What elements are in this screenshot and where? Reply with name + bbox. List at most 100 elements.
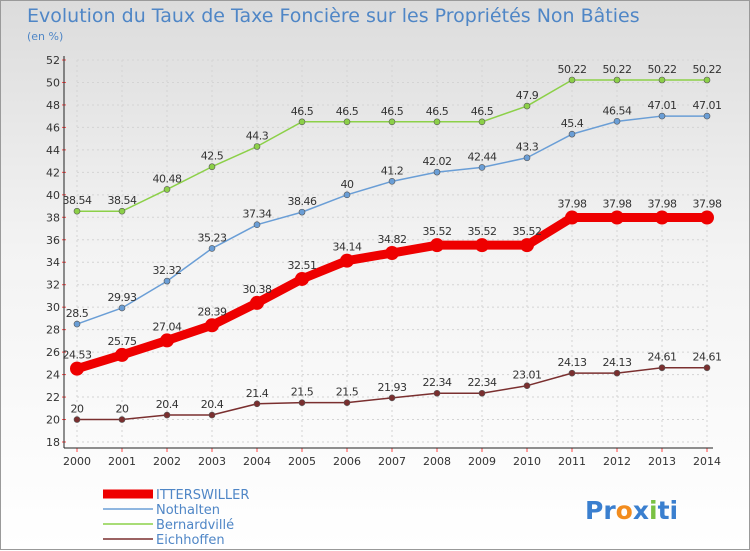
data-point — [565, 210, 579, 225]
x-tick-label: 2004 — [243, 455, 271, 468]
data-label: 35.52 — [468, 225, 497, 238]
data-label: 46.5 — [471, 105, 494, 118]
data-label: 24.61 — [693, 351, 722, 364]
data-label: 44.3 — [246, 130, 269, 143]
data-point — [478, 118, 486, 126]
brand-logo: Proxiti — [585, 496, 678, 525]
data-point — [433, 118, 441, 126]
data-label: 37.98 — [603, 198, 632, 211]
data-label: 42.44 — [468, 150, 497, 163]
data-label: 21.5 — [291, 386, 314, 399]
data-point — [253, 143, 261, 150]
data-label: 38.54 — [63, 194, 92, 207]
data-point — [520, 238, 534, 253]
data-point — [250, 295, 264, 310]
chart-unit: (en %) — [27, 30, 64, 43]
data-label: 46.5 — [381, 105, 404, 118]
data-point — [658, 364, 666, 372]
data-label: 30.38 — [243, 283, 272, 296]
data-label: 37.34 — [243, 208, 272, 221]
data-label: 46.5 — [291, 105, 314, 118]
data-point — [295, 271, 309, 286]
data-point — [613, 76, 621, 84]
data-point — [73, 207, 81, 215]
data-label: 38.54 — [108, 194, 137, 207]
data-label: 35.52 — [423, 225, 452, 238]
data-point — [430, 238, 444, 253]
x-tick-label: 2010 — [513, 455, 541, 468]
x-tick-label: 2005 — [288, 455, 316, 468]
data-label: 38.46 — [288, 195, 317, 208]
data-point — [163, 411, 171, 419]
y-tick-label: 44 — [46, 144, 60, 157]
data-label: 40 — [341, 178, 354, 191]
data-point — [610, 210, 624, 225]
brand-logo-part: x — [633, 496, 649, 525]
brand-logo-part: o — [616, 496, 633, 525]
data-point — [253, 400, 261, 408]
data-point — [613, 369, 621, 377]
data-point — [163, 277, 171, 285]
data-label: 25.75 — [108, 335, 137, 348]
data-point — [388, 394, 396, 402]
data-point — [523, 102, 531, 110]
data-label: 28.5 — [66, 307, 89, 320]
data-label: 45.4 — [561, 117, 584, 130]
data-point — [163, 186, 171, 193]
data-point — [205, 318, 219, 333]
data-label: 47.9 — [516, 89, 539, 102]
data-label: 22.34 — [423, 376, 452, 389]
y-tick-label: 32 — [46, 279, 60, 292]
data-label: 20.4 — [201, 398, 224, 411]
data-label: 50.22 — [648, 63, 677, 76]
data-point — [118, 416, 126, 423]
data-point — [208, 411, 216, 419]
y-tick-label: 24 — [46, 369, 60, 382]
data-label: 40.48 — [153, 172, 182, 185]
data-point — [658, 76, 666, 84]
x-tick-label: 2011 — [558, 455, 586, 468]
y-tick-label: 20 — [46, 414, 60, 427]
y-tick-label: 38 — [46, 211, 60, 224]
data-label: 20 — [71, 403, 84, 416]
data-label: 27.04 — [153, 320, 182, 333]
brand-logo-part: Pr — [585, 496, 616, 525]
data-label: 22.34 — [468, 376, 497, 389]
x-tick-label: 2002 — [153, 455, 181, 468]
data-label: 21.93 — [378, 381, 407, 394]
y-tick-label: 46 — [46, 121, 60, 134]
data-label: 37.98 — [558, 198, 587, 211]
data-label: 35.23 — [198, 231, 227, 244]
data-label: 41.2 — [381, 164, 404, 177]
data-label: 32.51 — [288, 259, 317, 272]
data-label: 43.3 — [516, 141, 539, 154]
x-tick-label: 2000 — [63, 455, 91, 468]
data-label: 37.98 — [693, 198, 722, 211]
data-point — [478, 389, 486, 397]
data-point — [568, 76, 576, 84]
data-point — [343, 191, 351, 199]
data-label: 20.4 — [156, 398, 179, 411]
y-tick-label: 36 — [46, 234, 60, 247]
data-point — [703, 364, 711, 372]
legend-label: ITTERSWILLER — [156, 488, 249, 503]
brand-logo-part: ti — [658, 496, 679, 525]
y-tick-label: 26 — [46, 346, 60, 359]
data-point — [475, 238, 489, 253]
data-point — [115, 347, 129, 362]
data-point — [343, 118, 351, 126]
data-label: 50.22 — [603, 63, 632, 76]
data-point — [700, 210, 714, 225]
data-label: 34.82 — [378, 233, 407, 246]
data-point — [208, 245, 216, 252]
legend-label: Eichhoffen — [156, 533, 225, 548]
data-label: 42.02 — [423, 155, 452, 168]
data-point — [340, 253, 354, 268]
y-tick-label: 28 — [46, 324, 60, 337]
data-point — [523, 382, 531, 390]
data-point — [118, 207, 126, 215]
x-tick-label: 2012 — [603, 455, 631, 468]
data-label: 42.5 — [201, 150, 224, 163]
data-point — [388, 178, 396, 185]
